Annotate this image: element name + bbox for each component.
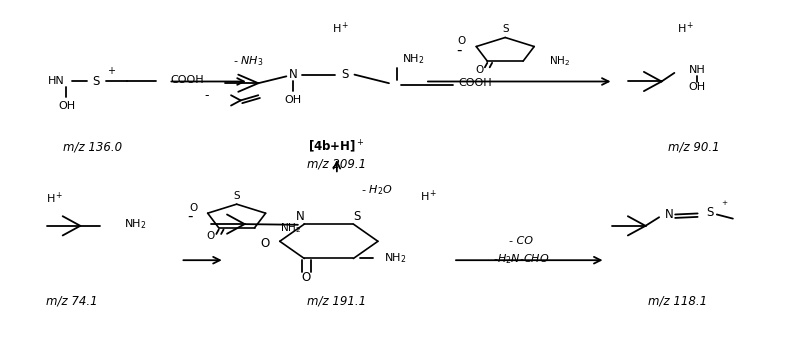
Text: S: S <box>502 24 509 34</box>
Text: COOH: COOH <box>458 78 492 88</box>
Text: m/z 118.1: m/z 118.1 <box>648 295 707 308</box>
Text: NH$_2$: NH$_2$ <box>125 217 147 231</box>
Text: N: N <box>288 68 297 81</box>
Text: HN: HN <box>48 76 64 87</box>
Text: S: S <box>233 190 240 201</box>
Text: NH$_2$: NH$_2$ <box>402 52 424 66</box>
Text: OH: OH <box>688 82 706 92</box>
Text: S: S <box>341 68 348 81</box>
Text: NH$_2$: NH$_2$ <box>384 252 407 265</box>
Text: H$^+$: H$^+$ <box>332 20 350 36</box>
Text: NH$_2$: NH$_2$ <box>548 54 570 68</box>
Text: S: S <box>92 75 100 88</box>
Text: [4b+H]$^+$: [4b+H]$^+$ <box>309 139 365 155</box>
Text: S: S <box>706 206 714 219</box>
Text: NH$_2$: NH$_2$ <box>280 221 301 235</box>
Text: O: O <box>207 231 215 241</box>
Text: m/z 90.1: m/z 90.1 <box>667 140 719 153</box>
Text: H$^+$: H$^+$ <box>46 191 63 206</box>
Text: m/z 209.1: m/z 209.1 <box>307 157 366 170</box>
Text: S: S <box>354 210 361 223</box>
Text: $^+$: $^+$ <box>720 200 729 210</box>
Text: O: O <box>189 203 198 213</box>
Text: O: O <box>261 237 270 250</box>
Text: N: N <box>665 208 674 221</box>
Text: - H$_2$O: - H$_2$O <box>361 183 393 197</box>
Text: O: O <box>301 271 310 284</box>
Text: COOH: COOH <box>170 75 204 85</box>
Text: O: O <box>475 65 484 75</box>
Text: O: O <box>458 36 466 46</box>
Text: m/z 136.0: m/z 136.0 <box>63 140 122 153</box>
Text: NH: NH <box>688 65 706 75</box>
Text: m/z 191.1: m/z 191.1 <box>307 295 366 308</box>
Text: -H$_2$N-CHO: -H$_2$N-CHO <box>493 253 549 266</box>
Text: N: N <box>296 210 305 223</box>
Text: - CO: - CO <box>509 236 533 246</box>
Text: -: - <box>187 209 193 224</box>
Text: OH: OH <box>284 95 301 105</box>
Text: m/z 74.1: m/z 74.1 <box>46 295 98 308</box>
Text: H$^+$: H$^+$ <box>420 189 438 204</box>
Text: OH: OH <box>58 101 76 111</box>
Text: -: - <box>204 89 208 102</box>
Text: - NH$_3$: - NH$_3$ <box>233 54 264 68</box>
Text: +: + <box>107 66 115 76</box>
Text: -: - <box>456 42 462 57</box>
Text: H$^+$: H$^+$ <box>677 20 694 36</box>
